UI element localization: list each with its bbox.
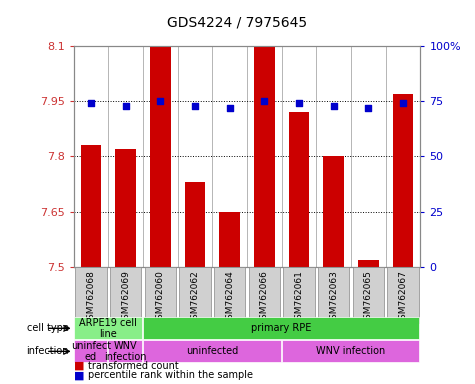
Point [156,98,164,104]
Text: GSM762060: GSM762060 [156,270,165,324]
Bar [219,212,240,267]
Text: WNV
infection: WNV infection [104,341,147,362]
FancyBboxPatch shape [284,267,314,324]
Text: ■: ■ [74,361,84,371]
Text: uninfected: uninfected [186,346,238,356]
FancyBboxPatch shape [74,317,142,339]
FancyBboxPatch shape [214,267,245,324]
Point [122,103,129,109]
Text: uninfect
ed: uninfect ed [71,341,111,362]
Bar [150,46,171,267]
FancyBboxPatch shape [353,267,384,324]
Text: GSM762068: GSM762068 [86,270,95,324]
Bar [289,113,309,267]
Bar [185,182,205,267]
Bar [323,157,344,267]
FancyBboxPatch shape [76,267,106,324]
Text: transformed count: transformed count [88,361,179,371]
Text: GSM762067: GSM762067 [399,270,408,324]
Point [261,98,268,104]
FancyBboxPatch shape [282,340,419,362]
Text: WNV infection: WNV infection [316,346,386,356]
Bar [254,46,275,267]
FancyBboxPatch shape [143,317,419,339]
Point [330,103,337,109]
Text: ARPE19 cell
line: ARPE19 cell line [79,318,137,339]
Bar [358,260,379,267]
Point [295,101,303,107]
Text: GSM762064: GSM762064 [225,270,234,324]
Text: percentile rank within the sample: percentile rank within the sample [88,370,253,380]
Text: cell type: cell type [27,323,69,333]
Text: GSM762062: GSM762062 [190,270,200,324]
FancyBboxPatch shape [180,267,210,324]
Text: GSM762061: GSM762061 [294,270,304,324]
Bar [393,94,413,267]
FancyBboxPatch shape [110,267,141,324]
Point [399,101,407,107]
Point [365,105,372,111]
Bar [115,149,136,267]
FancyBboxPatch shape [145,267,176,324]
Text: GDS4224 / 7975645: GDS4224 / 7975645 [167,15,308,29]
Point [226,105,234,111]
Text: GSM762069: GSM762069 [121,270,130,324]
FancyBboxPatch shape [388,267,418,324]
FancyBboxPatch shape [74,340,107,362]
Point [87,101,95,107]
Text: GSM762065: GSM762065 [364,270,373,324]
Text: infection: infection [27,346,69,356]
FancyBboxPatch shape [318,267,349,324]
Text: GSM762063: GSM762063 [329,270,338,324]
Text: GSM762066: GSM762066 [260,270,269,324]
Text: primary RPE: primary RPE [251,323,312,333]
Bar [81,146,101,267]
Text: ■: ■ [74,370,84,380]
Point [191,103,199,109]
FancyBboxPatch shape [143,340,281,362]
FancyBboxPatch shape [249,267,280,324]
FancyBboxPatch shape [108,340,142,362]
